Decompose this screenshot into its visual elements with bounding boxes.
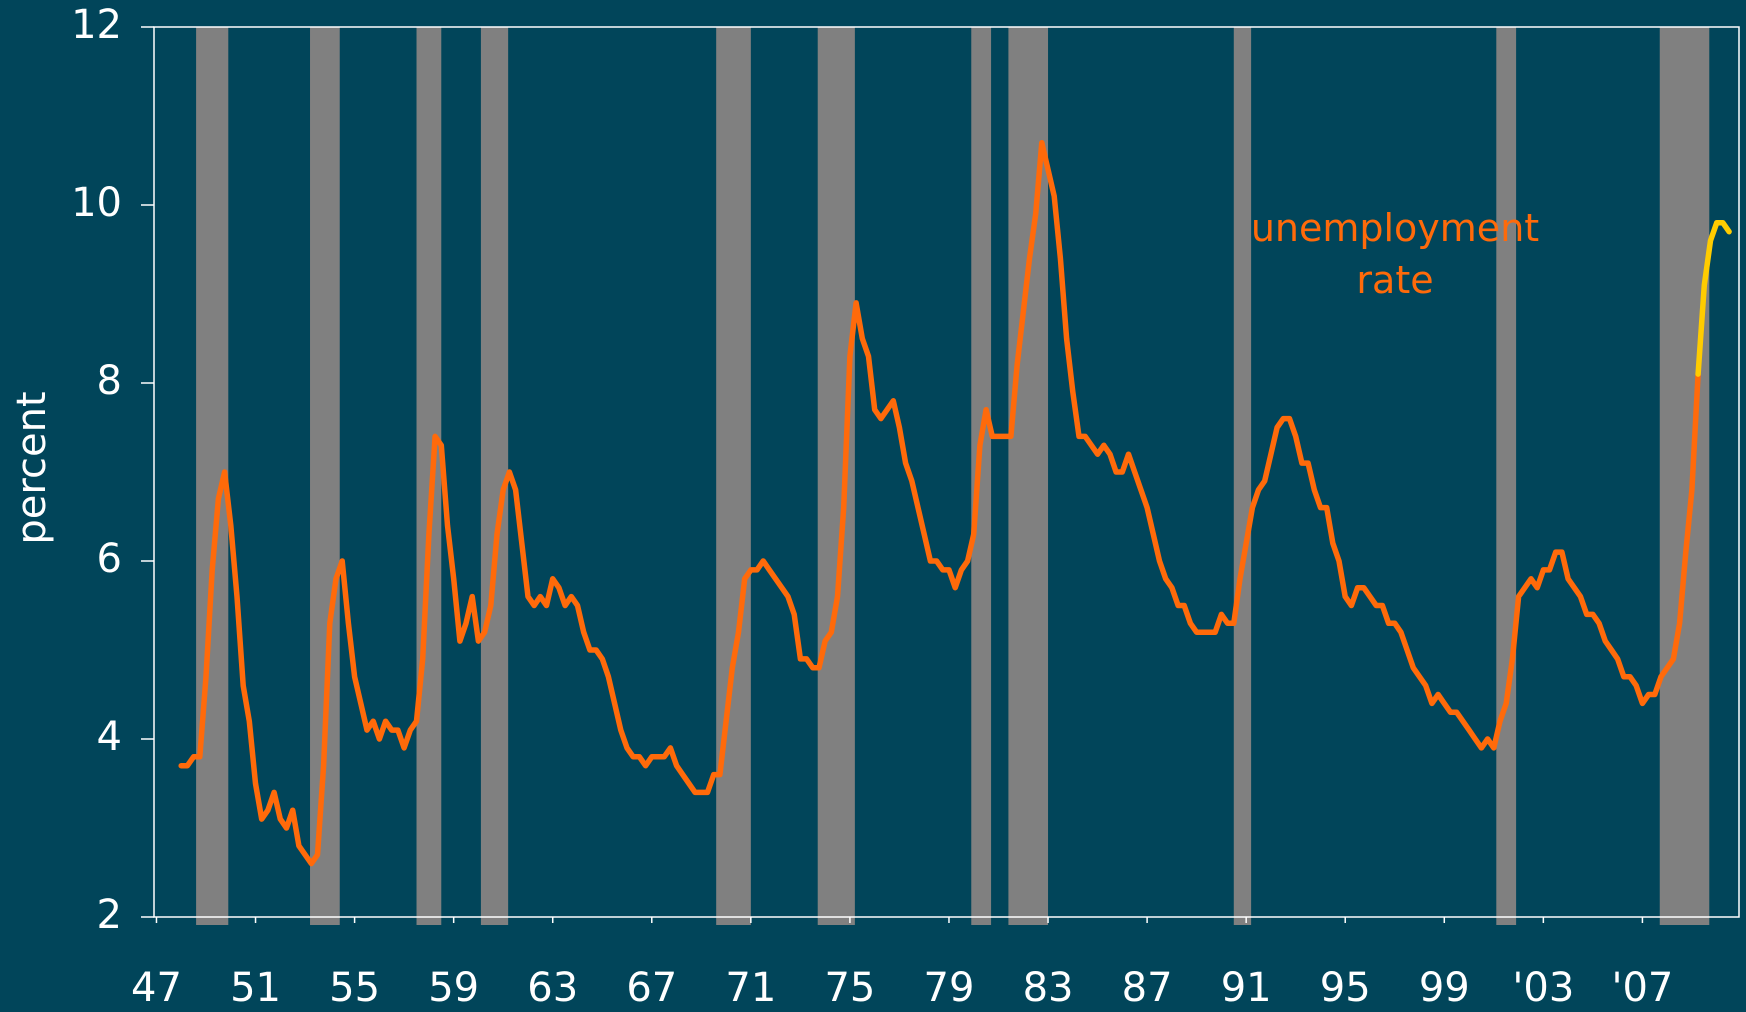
recession-band xyxy=(817,27,855,925)
x-tick-label: 51 xyxy=(230,965,281,1011)
recession-band xyxy=(716,27,751,925)
y-tick-label: 6 xyxy=(97,536,122,582)
x-tick-label: 75 xyxy=(824,965,875,1011)
y-tick-label: 10 xyxy=(71,180,122,226)
x-tick-label: 95 xyxy=(1320,965,1371,1011)
x-tick-label: 83 xyxy=(1023,965,1074,1011)
recession-band xyxy=(1659,27,1710,925)
plot-frame xyxy=(153,26,1740,918)
x-tick-label: 91 xyxy=(1221,965,1272,1011)
y-tick-label: 4 xyxy=(97,714,122,760)
x-tick-label: 87 xyxy=(1122,965,1173,1011)
series-annotation: unemployment rate xyxy=(1250,206,1540,302)
x-tick-label: '03 xyxy=(1512,965,1574,1011)
x-tick-label: '07 xyxy=(1611,965,1673,1011)
x-tick-label: 59 xyxy=(428,965,479,1011)
x-tick-label: 71 xyxy=(725,965,776,1011)
recession-band xyxy=(1496,27,1517,925)
series-line xyxy=(178,139,1701,867)
recession-band xyxy=(480,27,509,925)
x-tick-label: 67 xyxy=(626,965,677,1011)
recession-band xyxy=(971,27,992,925)
y-tick-label: 12 xyxy=(71,2,122,48)
recession-band xyxy=(1233,27,1252,925)
series-line xyxy=(1695,220,1732,377)
recession-band xyxy=(416,27,442,925)
x-tick-label: 63 xyxy=(527,965,578,1011)
y-tick-label: 2 xyxy=(97,892,122,938)
x-tick-label: 79 xyxy=(924,965,975,1011)
y-axis-label: percent xyxy=(9,391,55,544)
x-tick-label: 55 xyxy=(329,965,380,1011)
x-tick-label: 47 xyxy=(131,965,182,1011)
recession-band xyxy=(310,27,340,925)
y-tick-label: 8 xyxy=(97,358,122,404)
x-tick-label: 99 xyxy=(1419,965,1470,1011)
